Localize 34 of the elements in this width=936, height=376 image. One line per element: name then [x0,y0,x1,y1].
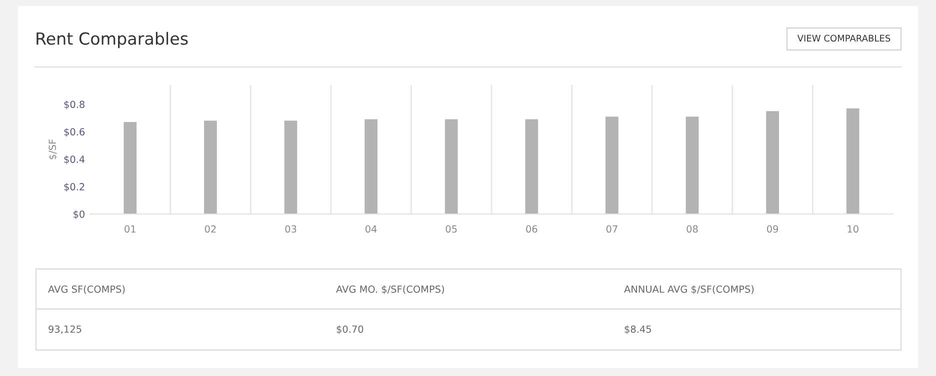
text: 93,125 [48,325,82,334]
bar [525,119,538,214]
y-tick-label: $0.2 [64,182,84,192]
x-tick-label: 07 [606,225,618,233]
x-tick-label: 05 [446,225,457,233]
bar [364,119,378,214]
text: ANNUAL AVG $/SF(COMPS) [624,285,754,294]
x-tick-label: 09 [767,225,778,233]
bar [284,120,298,214]
y-tick-label: $0.4 [64,155,85,164]
bar [686,116,699,214]
chart-title: Rent Comparables [36,32,188,48]
y-tick-label: $0 [74,210,84,220]
bar [846,108,860,214]
bar [204,120,217,214]
y-tick-label: $0.8 [64,100,84,110]
y-axis-title: $/SF [48,139,58,160]
x-tick-label: 06 [526,225,538,233]
bar [766,111,779,214]
text: VIEW COMPARABLES [797,34,890,42]
text: AVG MO. $/SF(COMPS) [336,285,444,294]
x-tick-label: 04 [366,225,377,233]
x-tick-label: 01 [124,225,136,233]
bar [606,116,618,214]
text: $0.70 [336,325,364,334]
text: AVG SF(COMPS) [48,285,125,294]
x-tick-label: 08 [686,225,698,233]
bar [444,119,458,214]
y-tick-label: $0.6 [64,128,85,137]
text: $8.45 [624,325,651,334]
x-tick-label: 10 [848,225,858,233]
x-tick-label: 02 [204,225,216,233]
bar [124,122,137,214]
x-tick-label: 03 [285,225,296,233]
